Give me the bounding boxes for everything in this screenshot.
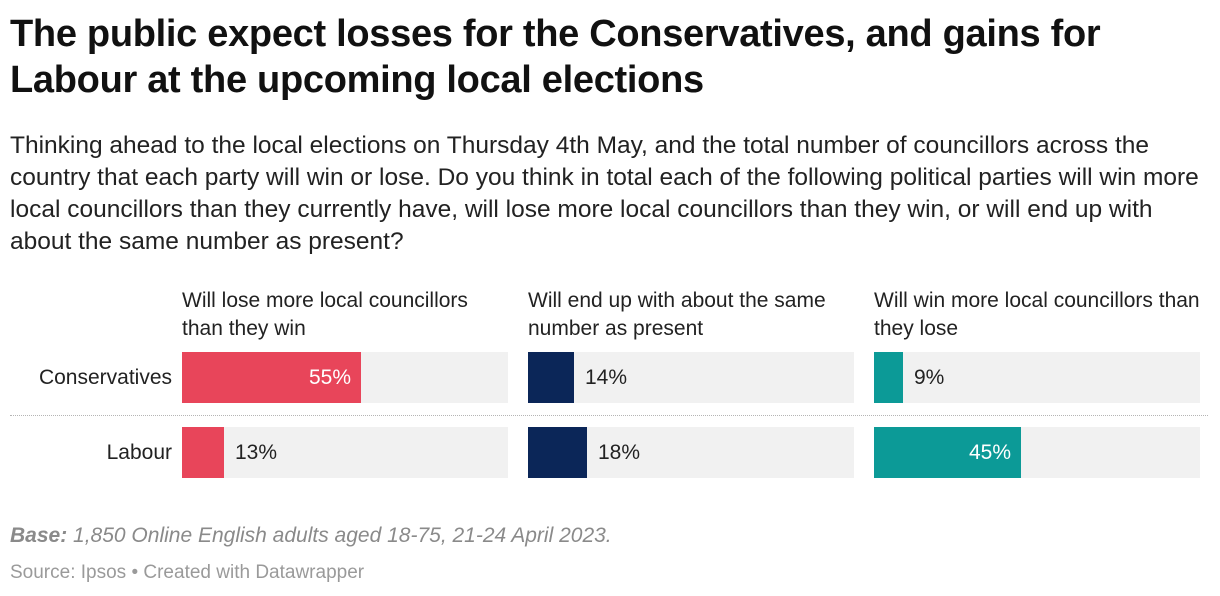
bar-labour-1 — [182, 427, 224, 478]
bar-track: 14% — [528, 352, 854, 403]
bar-track: 55% — [182, 352, 508, 403]
base-label: Base: — [10, 524, 68, 547]
row-label-labour: Labour — [106, 441, 172, 464]
value-label: 18% — [598, 441, 641, 464]
source-credit: Source: Ipsos • Created with Datawrapper — [10, 562, 365, 583]
chart-title: The public expect losses for the Conserv… — [10, 13, 1101, 101]
base-text: 1,850 Online English adults aged 18-75, … — [73, 524, 612, 547]
bar-track: 9% — [874, 352, 1200, 403]
bar-conservatives-3 — [874, 352, 903, 403]
bar-track: 13% — [182, 427, 508, 478]
bar-labour-3 — [874, 427, 1021, 478]
value-label: 14% — [585, 366, 628, 389]
value-label: 45% — [968, 441, 1011, 464]
row-divider — [10, 415, 1208, 416]
value-label: 55% — [308, 366, 351, 389]
value-label: 13% — [235, 441, 278, 464]
chart-subtitle: Thinking ahead to the local elections on… — [10, 132, 1199, 255]
split-bar-chart: Will lose more local councillors than th… — [0, 285, 1220, 485]
column-header-3: Will win more local councillors than the… — [874, 289, 1200, 340]
value-label: 9% — [914, 366, 945, 389]
column-header-1: Will lose more local councillors than th… — [182, 289, 468, 340]
base-note: Base: 1,850 Online English adults aged 1… — [10, 524, 612, 548]
bar-conservatives-1 — [182, 352, 361, 403]
bar-conservatives-2 — [528, 352, 574, 403]
column-header-2: Will end up with about the same number a… — [528, 289, 826, 340]
bar-track: 18% — [528, 427, 854, 478]
bar-track: 45% — [874, 427, 1200, 478]
bar-labour-2 — [528, 427, 587, 478]
row-label-conservatives: Conservatives — [38, 366, 172, 389]
